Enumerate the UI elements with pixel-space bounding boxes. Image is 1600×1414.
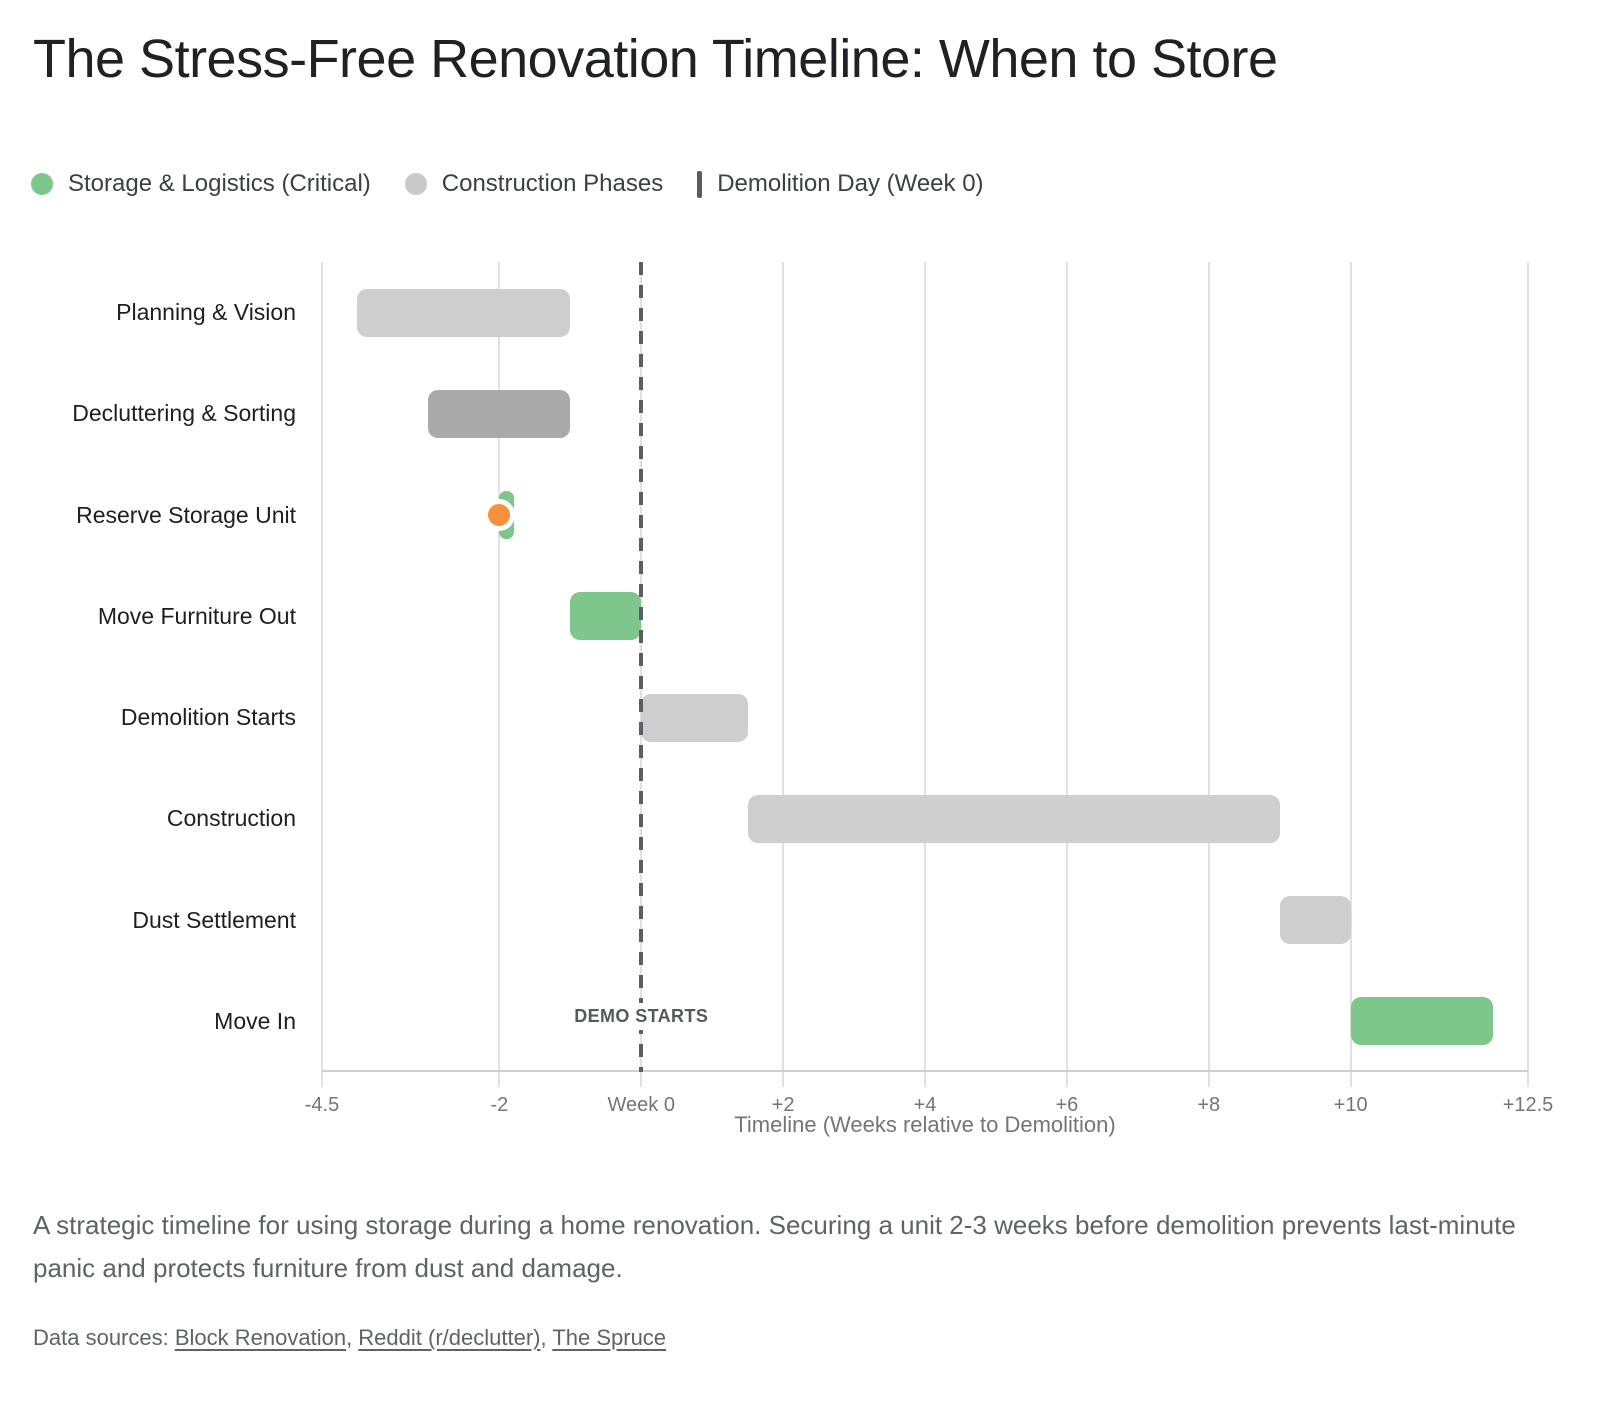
gantt-bar-planning-vision xyxy=(357,288,571,337)
x-tick-label: -2 xyxy=(490,1094,509,1116)
category-label-move-furniture-out: Move Furniture Out xyxy=(97,602,296,629)
source-link-block-renovation[interactable]: Block Renovation xyxy=(174,1325,347,1350)
legend-label: Storage & Logistics (Critical) xyxy=(68,170,371,197)
gridline xyxy=(924,262,926,1087)
gridline xyxy=(1527,262,1529,1087)
legend-label: Construction Phases xyxy=(441,170,664,197)
sources-prefix: Data sources: xyxy=(33,1325,175,1350)
page-title: The Stress-Free Renovation Timeline: Whe… xyxy=(33,29,1278,89)
x-axis-line xyxy=(322,1070,1528,1072)
demo-starts-annotation: DEMO STARTS xyxy=(566,1003,717,1030)
green-dot-icon xyxy=(31,173,53,195)
legend-item-storage-logistics: Storage & Logistics (Critical) xyxy=(31,170,371,198)
vertical-line-icon xyxy=(697,170,703,198)
x-tick-label: +10 xyxy=(1333,1094,1368,1116)
gray-dot-icon xyxy=(404,173,427,195)
legend-label: Demolition Day (Week 0) xyxy=(717,170,984,197)
x-tick-label: +4 xyxy=(913,1094,937,1116)
data-sources: Data sources: Block Renovation, Reddit (… xyxy=(33,1325,666,1351)
gridline xyxy=(1349,262,1352,1087)
sources-separator: , xyxy=(540,1325,553,1350)
gantt-bar-construction xyxy=(747,794,1280,843)
category-label-reserve-storage-unit: Reserve Storage Unit xyxy=(76,501,296,528)
x-tick-label: Week 0 xyxy=(607,1094,675,1116)
category-label-move-in: Move In xyxy=(214,1007,296,1034)
gridline xyxy=(498,262,501,1087)
legend: Storage & Logistics (Critical) Construct… xyxy=(31,170,984,198)
gantt-bar-decluttering-sorting xyxy=(428,389,571,438)
category-label-decluttering-sorting: Decluttering & Sorting xyxy=(72,400,296,427)
gantt-bar-demolition-starts xyxy=(641,693,748,742)
x-axis-title: Timeline (Weeks relative to Demolition) xyxy=(734,1112,1116,1137)
gantt-bar-dust-settlement xyxy=(1279,896,1351,945)
x-tick-label: +12.5 xyxy=(1502,1094,1554,1116)
reserve-storage-marker-dot xyxy=(483,499,516,532)
plot-area: DEMO STARTS xyxy=(321,262,1529,1087)
category-label-dust-settlement: Dust Settlement xyxy=(132,906,296,933)
category-label-construction: Construction xyxy=(166,805,296,832)
category-label-demolition-starts: Demolition Starts xyxy=(120,704,296,731)
source-link-reddit[interactable]: Reddit (r/declutter) xyxy=(358,1325,541,1350)
legend-item-construction-phases: Construction Phases xyxy=(404,170,664,198)
gridline xyxy=(1207,262,1210,1087)
x-tick-label: -4.5 xyxy=(304,1094,340,1116)
sources-separator: , xyxy=(346,1325,359,1350)
legend-item-demolition-day: Demolition Day (Week 0) xyxy=(697,170,984,198)
gridline xyxy=(321,262,323,1087)
x-axis-ticks: -4.5 -2 Week 0 +2 +4 +6 +8 +10 +12.5 xyxy=(305,1072,1554,1118)
gridline xyxy=(1065,262,1068,1087)
x-tick-label: +6 xyxy=(1055,1094,1079,1116)
x-tick-label: +8 xyxy=(1197,1094,1221,1116)
x-tick-label: +2 xyxy=(771,1094,795,1116)
gridline xyxy=(782,262,785,1087)
demolition-day-line xyxy=(639,262,644,1072)
gantt-bar-move-in xyxy=(1350,997,1493,1046)
gantt-bar-move-furniture-out xyxy=(570,592,642,641)
source-link-the-spruce[interactable]: The Spruce xyxy=(552,1325,667,1350)
category-label-planning-vision: Planning & Vision xyxy=(116,299,296,326)
caption: A strategic timeline for using storage d… xyxy=(33,1210,1516,1283)
category-axis: Planning & Vision Decluttering & Sorting R… xyxy=(0,262,296,1072)
